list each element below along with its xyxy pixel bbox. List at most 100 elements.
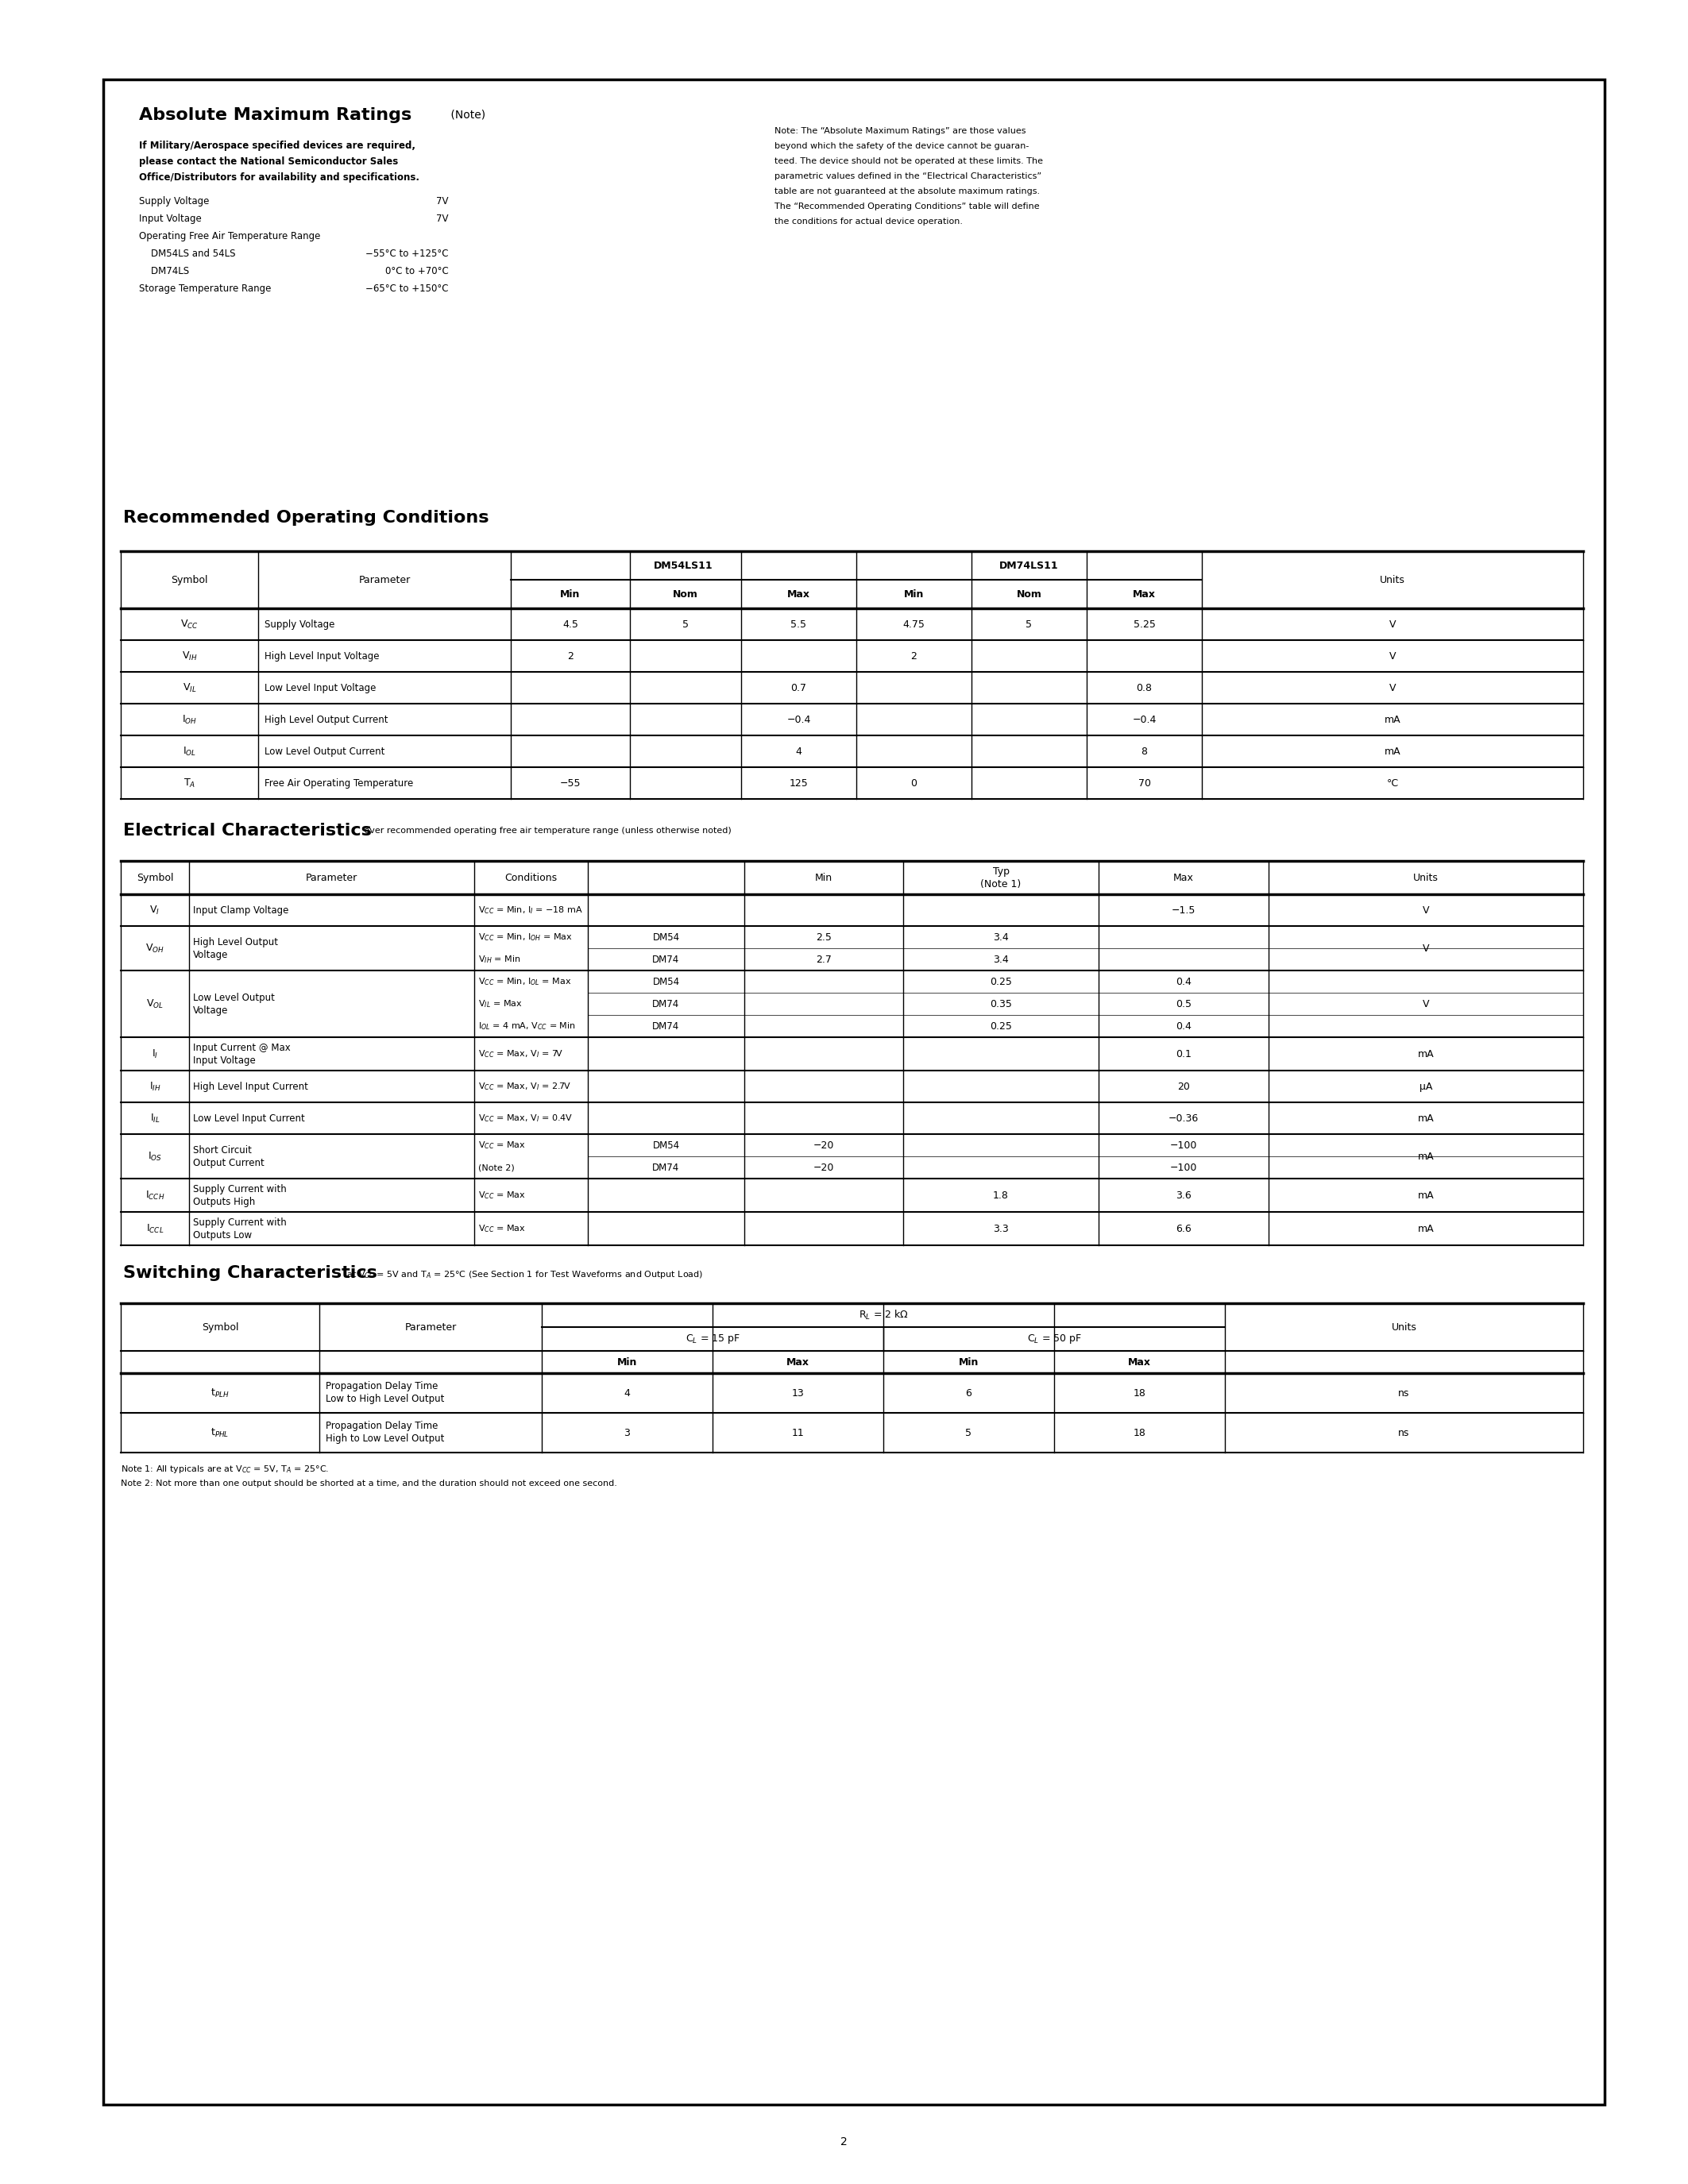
- Text: 4.75: 4.75: [903, 618, 925, 629]
- Text: 0.5: 0.5: [1175, 998, 1192, 1009]
- Text: Max: Max: [1128, 1356, 1151, 1367]
- Text: 0°C to +70°C: 0°C to +70°C: [385, 266, 449, 277]
- Text: t$_{PHL}$: t$_{PHL}$: [211, 1426, 230, 1439]
- Text: ns: ns: [1398, 1387, 1409, 1398]
- Text: Input Current @ Max: Input Current @ Max: [192, 1042, 290, 1053]
- Text: 2: 2: [912, 651, 917, 662]
- Text: Min: Min: [903, 590, 923, 598]
- Text: 3: 3: [625, 1428, 630, 1437]
- Text: 0.4: 0.4: [1175, 1020, 1192, 1031]
- Text: V$_I$: V$_I$: [150, 904, 160, 915]
- Text: DM54: DM54: [653, 933, 680, 941]
- Text: Outputs High: Outputs High: [192, 1197, 255, 1208]
- Text: 6.6: 6.6: [1177, 1223, 1192, 1234]
- Text: 18: 18: [1133, 1428, 1146, 1437]
- Text: 4: 4: [795, 747, 802, 756]
- Text: Max: Max: [787, 590, 810, 598]
- Text: V$_{CC}$ = Max: V$_{CC}$ = Max: [478, 1190, 525, 1201]
- Text: I$_{CCL}$: I$_{CCL}$: [147, 1223, 164, 1234]
- Text: V$_{CC}$ = Max, V$_I$ = 0.4V: V$_{CC}$ = Max, V$_I$ = 0.4V: [478, 1112, 572, 1125]
- Bar: [103, 79, 1605, 2105]
- Text: °C: °C: [1386, 778, 1398, 788]
- Text: Parameter: Parameter: [358, 574, 410, 585]
- Text: −100: −100: [1170, 1140, 1197, 1151]
- Text: Input Clamp Voltage: Input Clamp Voltage: [192, 904, 289, 915]
- Text: 8: 8: [1141, 747, 1148, 756]
- Text: 13: 13: [792, 1387, 803, 1398]
- Text: Short Circuit: Short Circuit: [192, 1144, 252, 1155]
- Text: Voltage: Voltage: [192, 950, 228, 959]
- Text: V$_{CC}$ = Min, I$_{OL}$ = Max: V$_{CC}$ = Min, I$_{OL}$ = Max: [478, 976, 571, 987]
- Text: mA: mA: [1418, 1048, 1435, 1059]
- Text: Units: Units: [1391, 1321, 1416, 1332]
- Text: 20: 20: [1177, 1081, 1190, 1092]
- Text: DM74LS: DM74LS: [138, 266, 189, 277]
- Text: Propagation Delay Time: Propagation Delay Time: [326, 1382, 437, 1391]
- Text: High Level Output: High Level Output: [192, 937, 279, 948]
- Text: 5.5: 5.5: [790, 618, 807, 629]
- Text: 2: 2: [567, 651, 574, 662]
- Text: Office/Distributors for availability and specifications.: Office/Distributors for availability and…: [138, 173, 419, 183]
- Text: V: V: [1389, 651, 1396, 662]
- Text: Max: Max: [1173, 871, 1193, 882]
- Text: Low Level Output Current: Low Level Output Current: [265, 747, 385, 756]
- Text: Note: The “Absolute Maximum Ratings” are those values: Note: The “Absolute Maximum Ratings” are…: [775, 127, 1026, 135]
- Text: −0.36: −0.36: [1168, 1114, 1198, 1123]
- Text: please contact the National Semiconductor Sales: please contact the National Semiconducto…: [138, 157, 398, 166]
- Text: 5: 5: [1026, 618, 1033, 629]
- Text: Low Level Input Voltage: Low Level Input Voltage: [265, 684, 376, 692]
- Text: Min: Min: [560, 590, 581, 598]
- Text: High to Low Level Output: High to Low Level Output: [326, 1435, 444, 1444]
- Text: Max: Max: [1133, 590, 1156, 598]
- Text: I$_{OL}$: I$_{OL}$: [182, 745, 196, 758]
- Text: Symbol: Symbol: [201, 1321, 238, 1332]
- Text: mA: mA: [1418, 1190, 1435, 1201]
- Text: Parameter: Parameter: [306, 871, 358, 882]
- Text: DM74LS11: DM74LS11: [999, 561, 1058, 570]
- Text: 3.4: 3.4: [993, 954, 1009, 965]
- Text: table are not guaranteed at the absolute maximum ratings.: table are not guaranteed at the absolute…: [775, 188, 1040, 194]
- Text: Typ: Typ: [993, 867, 1009, 876]
- Text: 6: 6: [966, 1387, 972, 1398]
- Text: Supply Voltage: Supply Voltage: [265, 618, 334, 629]
- Text: Propagation Delay Time: Propagation Delay Time: [326, 1422, 437, 1431]
- Text: Min: Min: [815, 871, 832, 882]
- Text: 0.25: 0.25: [989, 1020, 1013, 1031]
- Text: −20: −20: [814, 1140, 834, 1151]
- Text: DM54: DM54: [653, 1140, 680, 1151]
- Text: High Level Output Current: High Level Output Current: [265, 714, 388, 725]
- Text: 0.4: 0.4: [1175, 976, 1192, 987]
- Text: I$_{OL}$ = 4 mA, V$_{CC}$ = Min: I$_{OL}$ = 4 mA, V$_{CC}$ = Min: [478, 1020, 576, 1031]
- Text: ns: ns: [1398, 1428, 1409, 1437]
- Text: (Note): (Note): [447, 109, 486, 120]
- Text: Units: Units: [1379, 574, 1404, 585]
- Text: V$_{IL}$ = Max: V$_{IL}$ = Max: [478, 998, 522, 1009]
- Text: V$_{CC}$ = Min, I$_I$ = −18 mA: V$_{CC}$ = Min, I$_I$ = −18 mA: [478, 904, 582, 915]
- Text: 4.5: 4.5: [562, 618, 579, 629]
- Text: I$_{CCH}$: I$_{CCH}$: [145, 1190, 164, 1201]
- Text: −55°C to +125°C: −55°C to +125°C: [366, 249, 449, 260]
- Text: Parameter: Parameter: [405, 1321, 456, 1332]
- Text: the conditions for actual device operation.: the conditions for actual device operati…: [775, 218, 962, 225]
- Text: over recommended operating free air temperature range (unless otherwise noted): over recommended operating free air temp…: [361, 828, 731, 834]
- Text: Min: Min: [618, 1356, 638, 1367]
- Text: Absolute Maximum Ratings: Absolute Maximum Ratings: [138, 107, 412, 122]
- Text: 0: 0: [912, 778, 917, 788]
- Text: mA: mA: [1384, 714, 1401, 725]
- Text: Note 1: All typicals are at V$_{CC}$ = 5V, T$_A$ = 25°C.: Note 1: All typicals are at V$_{CC}$ = 5…: [122, 1463, 329, 1474]
- Text: 5.25: 5.25: [1133, 618, 1155, 629]
- Text: Max: Max: [787, 1356, 810, 1367]
- Text: Min: Min: [959, 1356, 979, 1367]
- Text: C$_L$ = 50 pF: C$_L$ = 50 pF: [1026, 1332, 1082, 1345]
- Text: mA: mA: [1418, 1114, 1435, 1123]
- Text: 4: 4: [625, 1387, 630, 1398]
- Text: (Note 2): (Note 2): [478, 1164, 515, 1171]
- Text: V$_{CC}$ = Max, V$_I$ = 2.7V: V$_{CC}$ = Max, V$_I$ = 2.7V: [478, 1081, 571, 1092]
- Text: 11: 11: [792, 1428, 803, 1437]
- Text: −20: −20: [814, 1162, 834, 1173]
- Text: −0.4: −0.4: [1133, 714, 1156, 725]
- Text: DM54LS and 54LS: DM54LS and 54LS: [138, 249, 236, 260]
- Text: Switching Characteristics: Switching Characteristics: [123, 1265, 376, 1282]
- Text: Conditions: Conditions: [505, 871, 557, 882]
- Text: V$_{OL}$: V$_{OL}$: [147, 998, 164, 1009]
